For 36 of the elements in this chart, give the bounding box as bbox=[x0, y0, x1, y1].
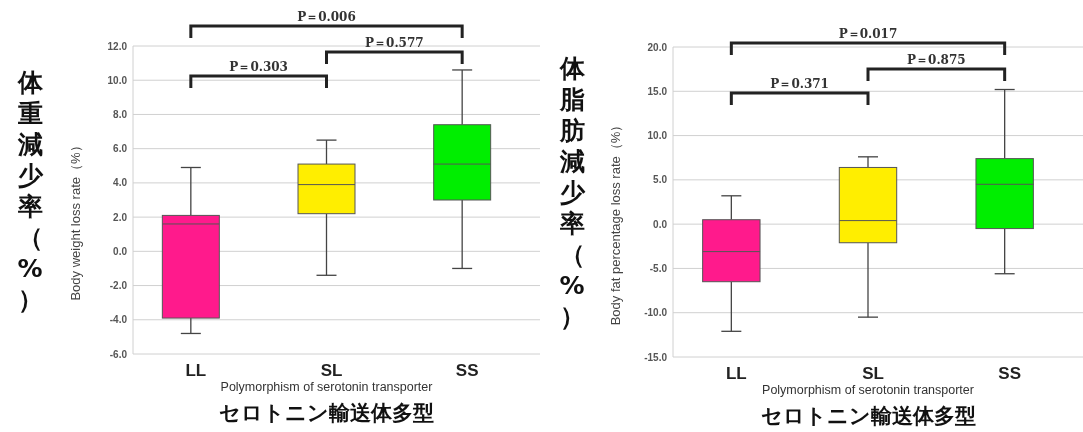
text: P＝0.006 bbox=[297, 10, 356, 24]
x-tick-label: LL bbox=[725, 364, 747, 383]
annotation: P＝0.577 bbox=[365, 36, 424, 50]
y-tick-label: -4.0 bbox=[109, 314, 128, 326]
text: 体重減少率（%） bbox=[16, 67, 44, 314]
y-tick-label: -6.0 bbox=[109, 348, 128, 360]
y-tick-label: 15.0 bbox=[647, 85, 668, 97]
text: P＝0.017 bbox=[838, 27, 898, 41]
x-tick-label: LL bbox=[185, 361, 207, 380]
y-tick-label: 2.0 bbox=[113, 211, 128, 223]
y-tick-label: 8.0 bbox=[113, 108, 128, 120]
x-tick-label: SL bbox=[862, 364, 884, 383]
y-tick-label: -2.0 bbox=[109, 280, 128, 292]
y-tick-label: 10.0 bbox=[107, 74, 128, 86]
y-tick-label: 12.0 bbox=[107, 40, 128, 52]
y-tick-label: 20.0 bbox=[647, 41, 668, 53]
x-tick-label: SS bbox=[455, 361, 479, 380]
x-axis-title: Polymorphism of serotonin transporter セロトニン輸送体多型 bbox=[219, 380, 434, 425]
annotation: P＝0.371 bbox=[770, 77, 829, 91]
y-tick-label: 0.0 bbox=[113, 245, 128, 257]
y-tick-label: 0.0 bbox=[653, 218, 668, 230]
x-tick-label: SS bbox=[998, 364, 1022, 383]
y-tick-label: -15.0 bbox=[644, 351, 668, 363]
y-tick-label: 6.0 bbox=[113, 143, 128, 155]
text: 体脂肪減少率（%） bbox=[559, 54, 585, 331]
y-tick-label: -5.0 bbox=[649, 262, 668, 274]
x-tick-label: SL bbox=[320, 361, 343, 380]
y-axis-title: Body weight loss rate（%） bbox=[68, 139, 83, 301]
y-axis-title: Body fat percentage loss rate（%） bbox=[608, 118, 623, 326]
y-tick-label: -10.0 bbox=[644, 307, 668, 319]
y-tick-label: 4.0 bbox=[113, 177, 128, 189]
y-tick-label: 5.0 bbox=[653, 174, 668, 186]
annotation: P＝0.875 bbox=[907, 53, 966, 67]
x-axis-title: Polymorphism of serotonin transporter セロトニン輸送体多型 bbox=[760, 383, 976, 428]
y-tick-label: 10.0 bbox=[647, 130, 668, 142]
annotation: P＝0.303 bbox=[229, 60, 288, 74]
